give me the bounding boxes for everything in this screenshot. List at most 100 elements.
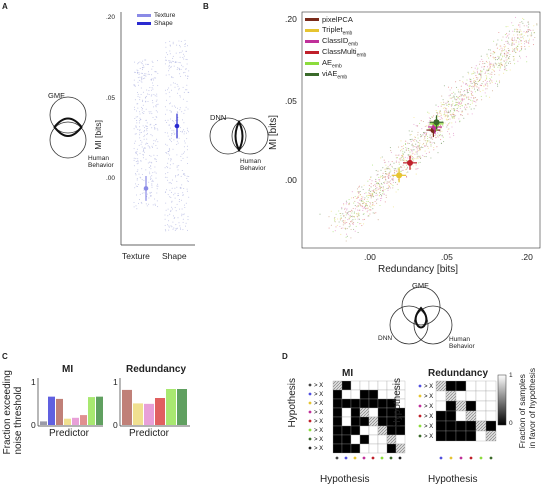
scatter-point-texture [140, 72, 142, 74]
heatmap-mi-cell [368, 380, 379, 391]
scatter-point-shape [169, 62, 171, 64]
scatter-point [351, 197, 353, 199]
scatter-point-shape [168, 87, 170, 89]
scatter-point-texture [137, 63, 139, 65]
scatter-point-texture [142, 100, 143, 102]
scatter-point-shape [179, 227, 181, 229]
scatter-point [349, 216, 352, 218]
scatter-point-shape [169, 138, 170, 140]
scatter-point-shape [171, 62, 172, 64]
heatmap-mi-cell [350, 398, 361, 409]
scatter-point-shape [172, 77, 174, 79]
scatter-point [366, 195, 368, 197]
scatter-point-shape [170, 110, 172, 112]
chart-d2-xlabel: Hypothesis [428, 474, 478, 485]
scatter-point-texture [139, 176, 141, 178]
scatter-point-shape [184, 207, 186, 208]
scatter-point [443, 104, 445, 106]
scatter-point [354, 195, 356, 198]
scatter-point-texture [151, 186, 153, 188]
scatter-point [361, 200, 363, 202]
scatter-point-shape [170, 84, 172, 86]
scatter-point [397, 189, 399, 191]
scatter-point [442, 107, 444, 109]
scatter-point [402, 155, 404, 157]
scatter-point-shape [165, 46, 167, 48]
scatter-point [376, 182, 378, 185]
scatter-point [500, 52, 502, 54]
scatter-point-texture [139, 137, 141, 139]
scatter-point [491, 68, 493, 70]
scatter-point [437, 112, 439, 114]
scatter-point-shape [179, 109, 181, 111]
scatter-point [484, 83, 486, 85]
scatter-point [474, 67, 476, 69]
scatter-point-texture [153, 77, 155, 79]
scatter-point [370, 206, 372, 208]
heatmap-redundancy-cell [485, 390, 497, 402]
heatmap-redundancy-cell [435, 400, 447, 412]
scatter-point [458, 91, 460, 93]
chart-a-xtick-shape: Shape [162, 251, 187, 261]
scatter-point [419, 155, 421, 157]
scatter-point-shape [164, 191, 166, 193]
scatter-point-texture [150, 79, 152, 81]
scatter-point-shape [188, 196, 190, 198]
scatter-point-shape [164, 63, 166, 65]
scatter-point [405, 175, 408, 177]
scatter-point-shape [183, 53, 184, 55]
scatter-point-shape [182, 119, 183, 121]
scatter-point [522, 17, 524, 19]
scatter-point-shape [183, 122, 185, 124]
heatmap-redundancy-cell [485, 430, 497, 442]
scatter-point [422, 144, 424, 146]
scatter-point [424, 145, 426, 148]
scatter-point [441, 134, 443, 136]
heatmap-mi-cell [350, 425, 361, 436]
scatter-point [427, 137, 429, 140]
scatter-point [344, 211, 347, 213]
scatter-point-texture [140, 143, 142, 145]
scatter-point [490, 55, 492, 57]
scatter-point [533, 25, 535, 27]
scatter-point-shape [167, 54, 169, 56]
scatter-point [480, 74, 482, 76]
scatter-point-shape [165, 89, 166, 91]
scatter-point [406, 160, 408, 162]
scatter-point-texture [134, 106, 135, 108]
scatter-point [436, 114, 439, 116]
scatter-point-texture [144, 97, 146, 99]
scatter-point [397, 167, 399, 169]
scatter-point [489, 73, 491, 75]
scatter-point [457, 106, 459, 108]
scatter-point [522, 22, 524, 24]
heatmap-mi-cell [341, 380, 352, 391]
heatmap-mi-cell [395, 443, 406, 454]
scatter-point [434, 134, 436, 136]
scatter-point [412, 157, 414, 159]
scatter-point [425, 143, 428, 145]
scatter-point-shape [181, 213, 183, 215]
scatter-point [428, 140, 430, 142]
scatter-point [519, 24, 521, 26]
scatter-point [443, 112, 446, 114]
scatter-point-shape [186, 156, 188, 158]
scatter-point [382, 172, 384, 174]
scatter-point [411, 138, 413, 140]
scatter-point [505, 57, 507, 59]
scatter-point-texture [154, 204, 156, 206]
scatter-point-texture [151, 113, 153, 115]
scatter-point-texture [154, 119, 156, 120]
scatter-point-texture [136, 69, 138, 71]
scatter-point [420, 134, 422, 136]
scatter-point [370, 196, 372, 198]
scatter-point-shape [165, 173, 166, 175]
scatter-point-shape [188, 92, 190, 93]
scatter-point-texture [146, 127, 148, 129]
scatter-point-shape [170, 182, 172, 184]
scatter-point [411, 151, 413, 153]
scatter-point-shape [164, 132, 166, 134]
scatter-point-shape [178, 40, 180, 42]
venn-a-bottom-label: Human Behavior [88, 155, 114, 169]
